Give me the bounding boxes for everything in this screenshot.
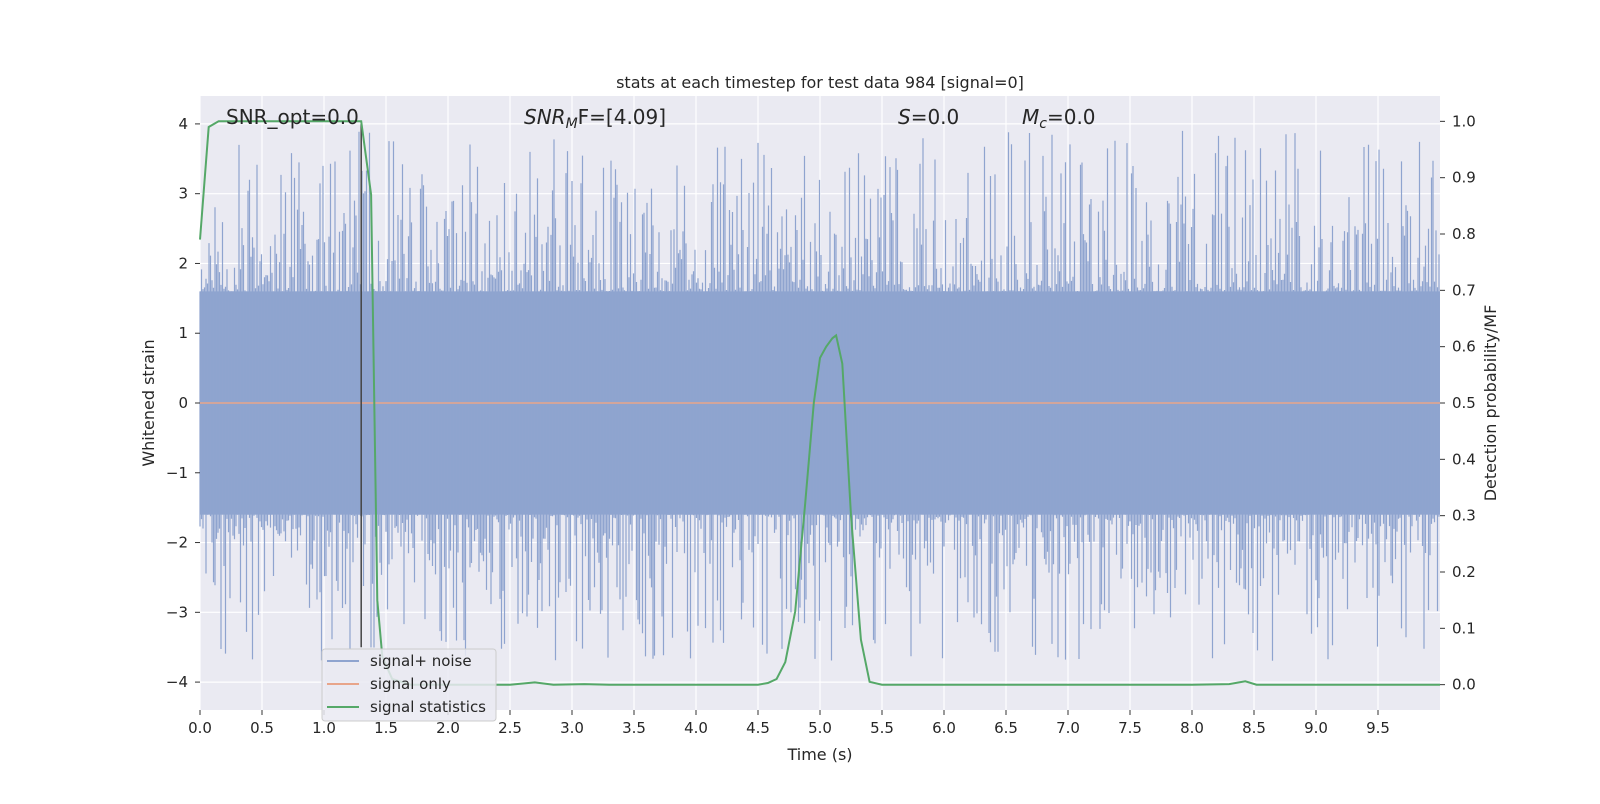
x-tick-label: 8.0	[1180, 719, 1204, 737]
legend-label-signal-statistics: signal statistics	[370, 698, 486, 716]
y-tick-label: 0	[178, 394, 188, 412]
y-tick-label: −3	[166, 603, 188, 621]
annotation-s: S=0.0	[898, 105, 959, 129]
y-tick-label: −1	[166, 464, 188, 482]
y2-tick-label: 0.4	[1452, 450, 1476, 468]
y-tick-label: 2	[178, 254, 188, 272]
x-tick-label: 7.0	[1056, 719, 1080, 737]
y2-tick-label: 0.5	[1452, 394, 1476, 412]
x-tick-label: 5.0	[808, 719, 832, 737]
x-tick-label: 6.5	[994, 719, 1018, 737]
annotation-s-var: S	[898, 105, 911, 129]
y2-tick-label: 1.0	[1452, 112, 1476, 130]
x-tick-label: 0.5	[250, 719, 274, 737]
y-tick-label: 1	[178, 324, 188, 342]
x-tick-label: 4.5	[746, 719, 770, 737]
legend-label-signal-noise: signal+ noise	[370, 652, 472, 670]
signal-statistics-line	[199, 120, 1440, 686]
annotation-mc-rest: =0.0	[1047, 105, 1096, 129]
annotation-mc: Mc=0.0	[1022, 105, 1096, 132]
annotation-s-rest: =0.0	[911, 105, 960, 129]
y2-tick-label: 0.3	[1452, 507, 1476, 525]
x-tick-labels: 0.0 0.5 1.0 1.5 2.0 2.5 3.0 3.5 4.0 4.5 5.0 5.5 6.0 6…	[188, 710, 1390, 737]
x-tick-label: 1.5	[374, 719, 398, 737]
annotation-snr-opt: SNR_opt=0.0	[226, 105, 359, 129]
x-tick-label: 1.0	[312, 719, 336, 737]
legend-label-signal-only: signal only	[370, 675, 451, 693]
x-tick-label: 8.5	[1242, 719, 1266, 737]
y2-tick-label: 0.2	[1452, 563, 1476, 581]
x-tick-label: 3.0	[560, 719, 584, 737]
x-tick-label: 9.0	[1304, 719, 1328, 737]
chart-title: stats at each timestep for test data 984…	[616, 73, 1024, 92]
x-tick-label: 3.5	[622, 719, 646, 737]
x-tick-label: 7.5	[1118, 719, 1142, 737]
y-axis-label: Whitened strain	[139, 339, 158, 466]
x-tick-label: 2.0	[436, 719, 460, 737]
x-tick-label: 2.5	[498, 719, 522, 737]
y2-tick-label: 0.6	[1452, 338, 1476, 356]
y2-tick-label: 0.7	[1452, 281, 1476, 299]
y2-axis-label: Detection probability/MF	[1481, 305, 1500, 502]
x-tick-label: 9.5	[1366, 719, 1390, 737]
x-tick-label: 6.0	[932, 719, 956, 737]
y-tick-label: 3	[178, 185, 188, 203]
x-tick-label: 4.0	[684, 719, 708, 737]
x-tick-label: 0.0	[188, 719, 212, 737]
y-tick-label: −4	[166, 673, 188, 691]
y-tick-label: −2	[166, 534, 188, 552]
annotation-snr-mf-sub: M	[566, 116, 578, 132]
legend-box	[321, 648, 497, 722]
y2-tick-label: 0.1	[1452, 619, 1476, 637]
y-tick-labels: 4 3 2 1 0 −1 −2 −3 −4	[166, 115, 200, 691]
annotation-snr-mf-rest: F=[4.09]	[578, 105, 666, 129]
y2-tick-label: 0.8	[1452, 225, 1476, 243]
annotation-snr-mf: SNRMF=[4.09]	[524, 105, 666, 132]
y2-tick-label: 0.0	[1452, 676, 1476, 694]
annotation-mc-var: M	[1022, 105, 1039, 129]
y2-tick-label: 0.9	[1452, 169, 1476, 187]
annotation-snr-mf-var: SNR	[524, 105, 566, 129]
legend: signal+ noise signal only signal statist…	[321, 648, 497, 722]
x-axis-label: Time (s)	[786, 745, 852, 764]
x-tick-label: 5.5	[870, 719, 894, 737]
annotation-mc-sub: c	[1039, 116, 1047, 132]
y-tick-label: 4	[178, 115, 188, 133]
y2-tick-labels: 1.0 0.9 0.8 0.7 0.6 0.5 0.4 0.3 0.2 0.1 0.0	[1440, 112, 1476, 694]
